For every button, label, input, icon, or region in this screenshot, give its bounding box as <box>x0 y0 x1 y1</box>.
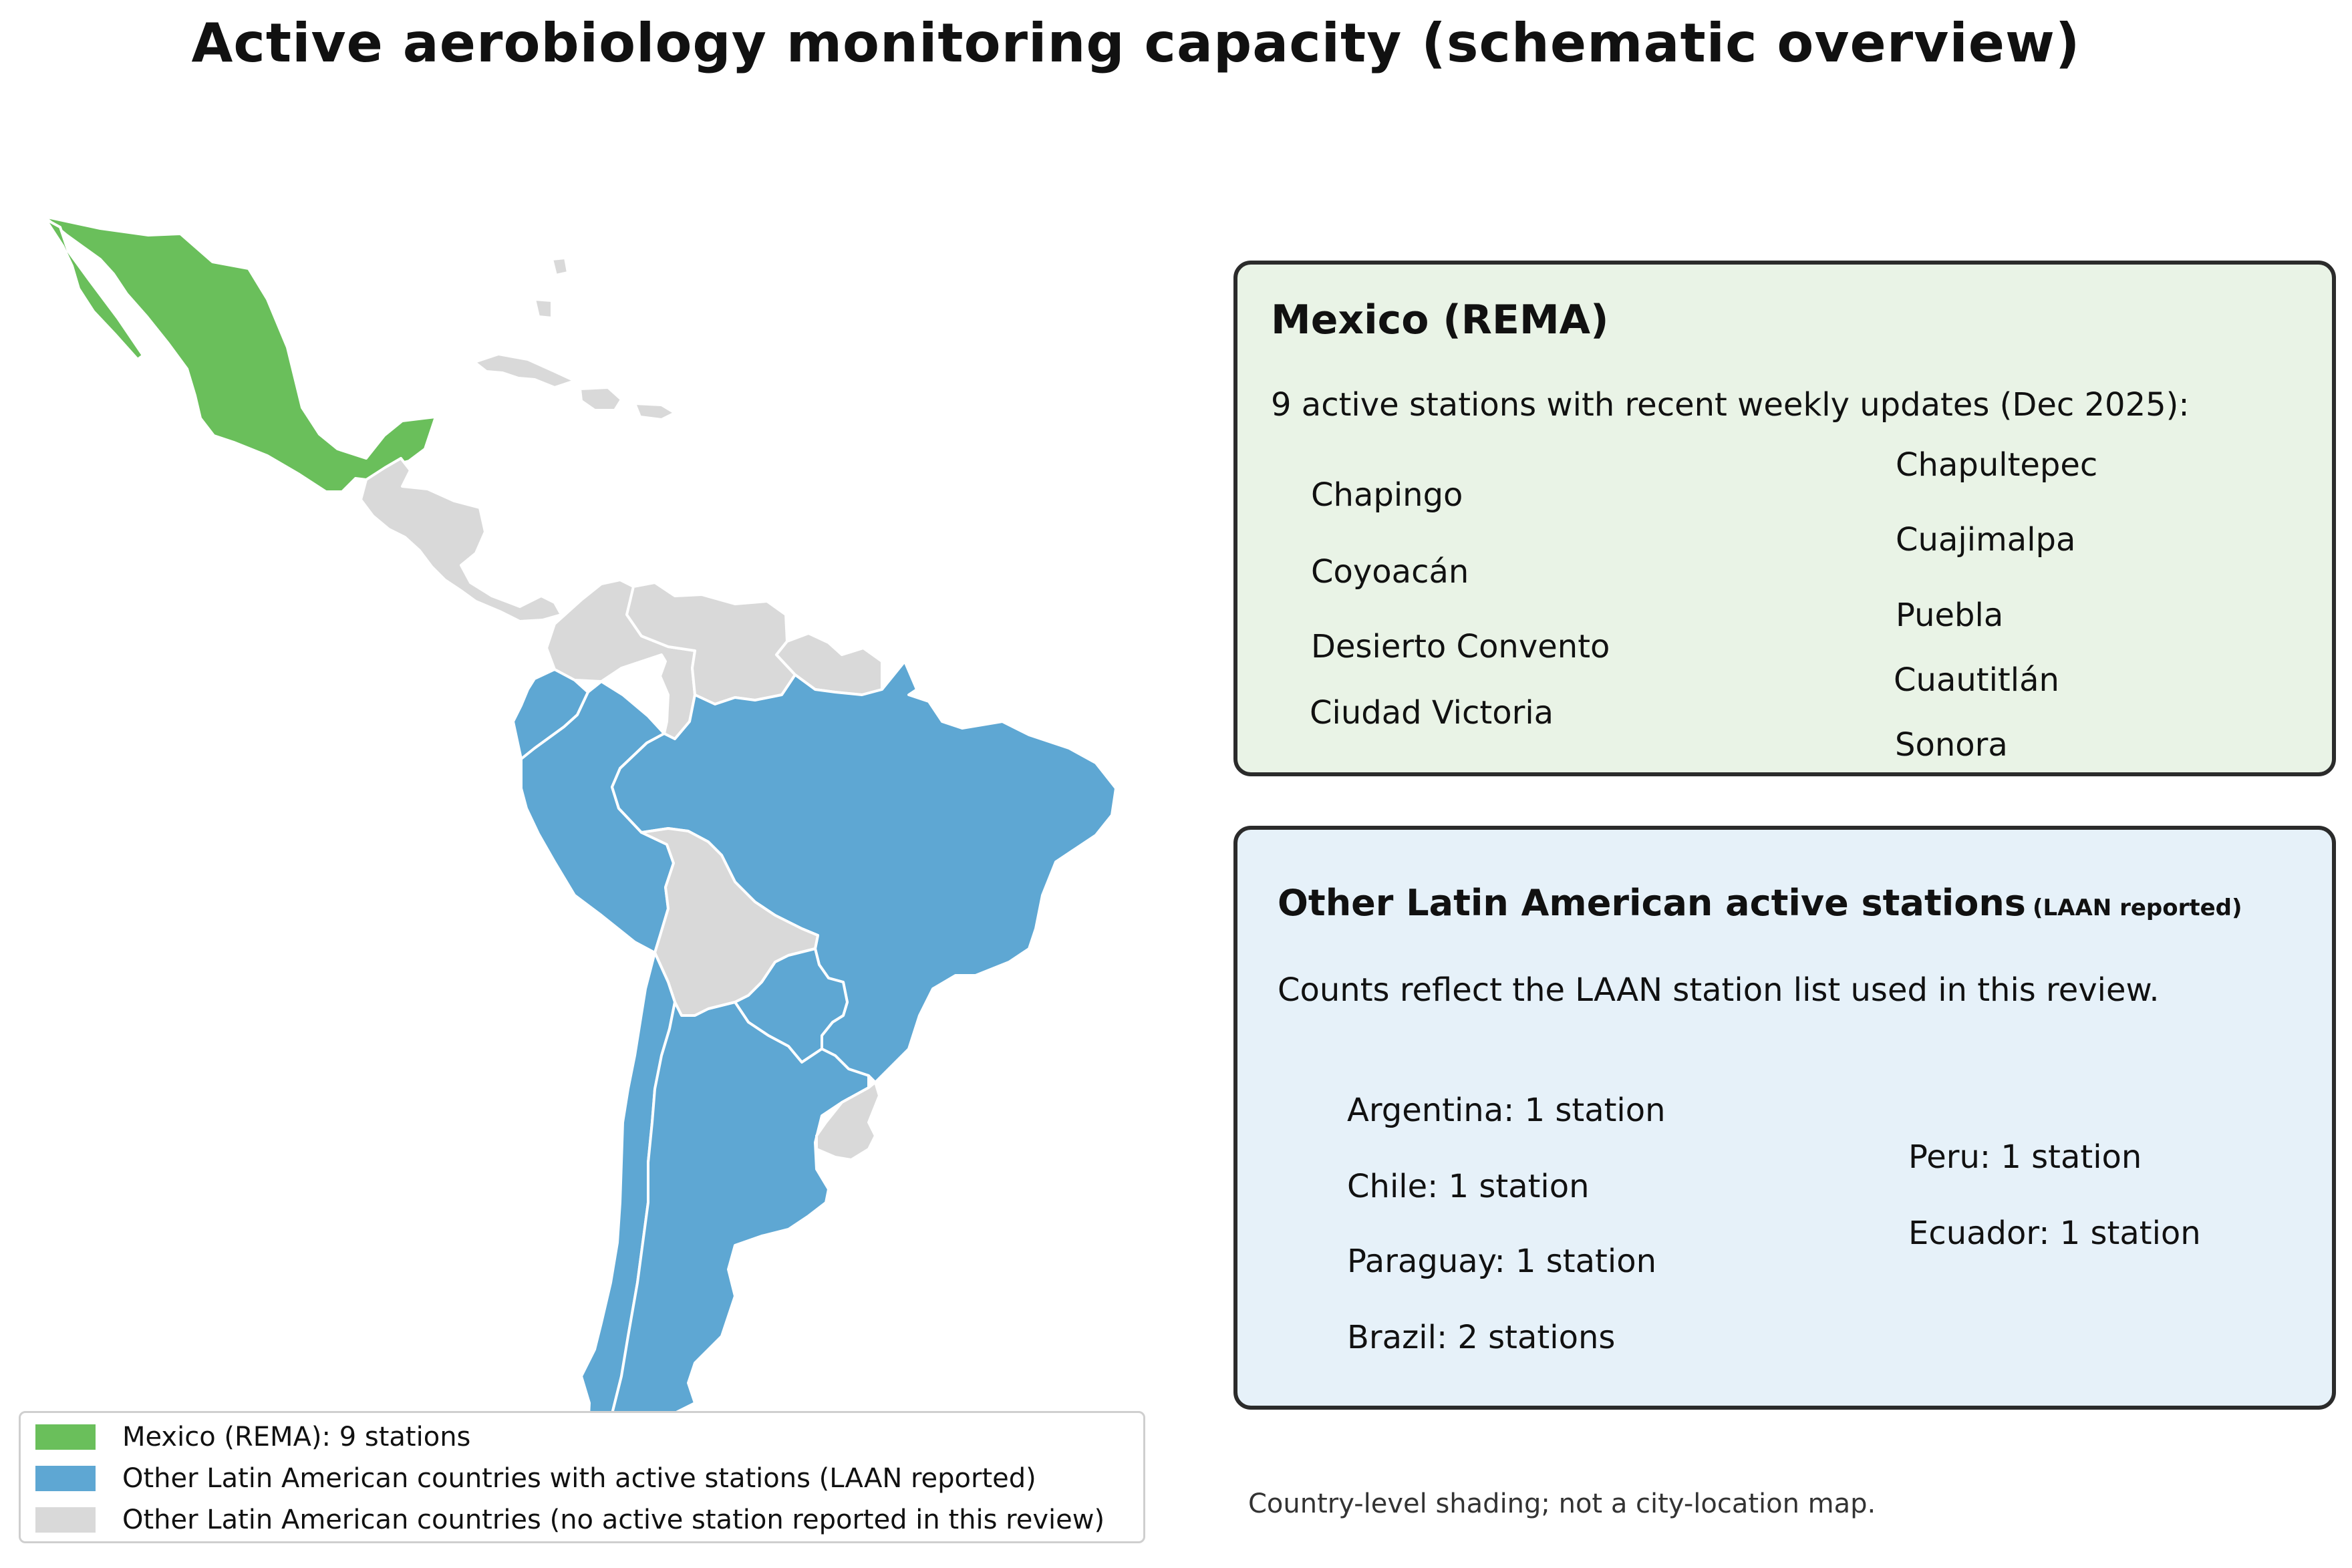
legend-label: Mexico (REMA): 9 stations <box>122 1422 471 1452</box>
mexico-station: Desierto Convento <box>1311 628 1610 665</box>
laan-count: Chile: 1 station <box>1347 1168 1590 1205</box>
mexico-station: Chapingo <box>1311 476 1463 514</box>
mexico-station: Coyoacán <box>1311 553 1469 591</box>
laan-panel-title-note: (LAAN reported) <box>2032 895 2242 921</box>
laan-count: Argentina: 1 station <box>1347 1092 1666 1129</box>
footnote: Country-level shading; not a city-locati… <box>1248 1488 1876 1519</box>
laan-count: Ecuador: 1 station <box>1908 1215 2201 1252</box>
mexico-panel-subtitle: 9 active stations with recent weekly upd… <box>1271 386 2190 424</box>
mexico-station: Cuajimalpa <box>1896 521 2076 559</box>
legend-item-mexico: Mexico (REMA): 9 stations <box>35 1418 470 1456</box>
legend-swatch <box>35 1507 96 1533</box>
laan-count: Brazil: 2 stations <box>1347 1319 1616 1356</box>
region-baja <box>44 218 144 361</box>
laan-panel-title-text: Other Latin American active stations <box>1278 882 2026 924</box>
laan-panel-title: Other Latin American active stations (LAA… <box>1278 882 2242 924</box>
mexico-station: Chapultepec <box>1896 446 2098 484</box>
mexico-station: Cuautitlán <box>1894 661 2059 699</box>
region-mexico <box>43 215 437 493</box>
legend-item-none: Other Latin American countries (no activ… <box>35 1501 1105 1539</box>
region-argentina <box>607 1001 870 1456</box>
laan-count: Paraguay: 1 station <box>1347 1243 1656 1280</box>
legend-item-laan: Other Latin American countries with acti… <box>35 1460 1036 1497</box>
legend-label: Other Latin American countries (no activ… <box>122 1505 1105 1535</box>
map-legend: Mexico (REMA): 9 stations Other Latin Am… <box>19 1411 1145 1543</box>
latin-america-map <box>43 215 1117 1456</box>
laan-panel: Other Latin American active stations (LAA… <box>1233 826 2336 1410</box>
laan-count: Peru: 1 station <box>1908 1138 2142 1176</box>
legend-swatch <box>35 1466 96 1491</box>
mexico-station: Puebla <box>1896 597 2004 634</box>
region-uruguay <box>815 1081 881 1161</box>
figure-title: Active aerobiology monitoring capacity (… <box>191 12 2081 74</box>
mexico-station: Ciudad Victoria <box>1310 694 1554 732</box>
region-central-america <box>359 457 563 623</box>
laan-panel-subtitle: Counts reflect the LAAN station list use… <box>1278 971 2160 1009</box>
mexico-station: Sonora <box>1895 726 2008 764</box>
region-caribbean <box>473 257 676 421</box>
mexico-panel-title: Mexico (REMA) <box>1271 297 1609 343</box>
legend-swatch <box>35 1424 96 1450</box>
legend-label: Other Latin American countries with acti… <box>122 1463 1036 1494</box>
mexico-panel: Mexico (REMA) 9 active stations with rec… <box>1233 261 2336 776</box>
